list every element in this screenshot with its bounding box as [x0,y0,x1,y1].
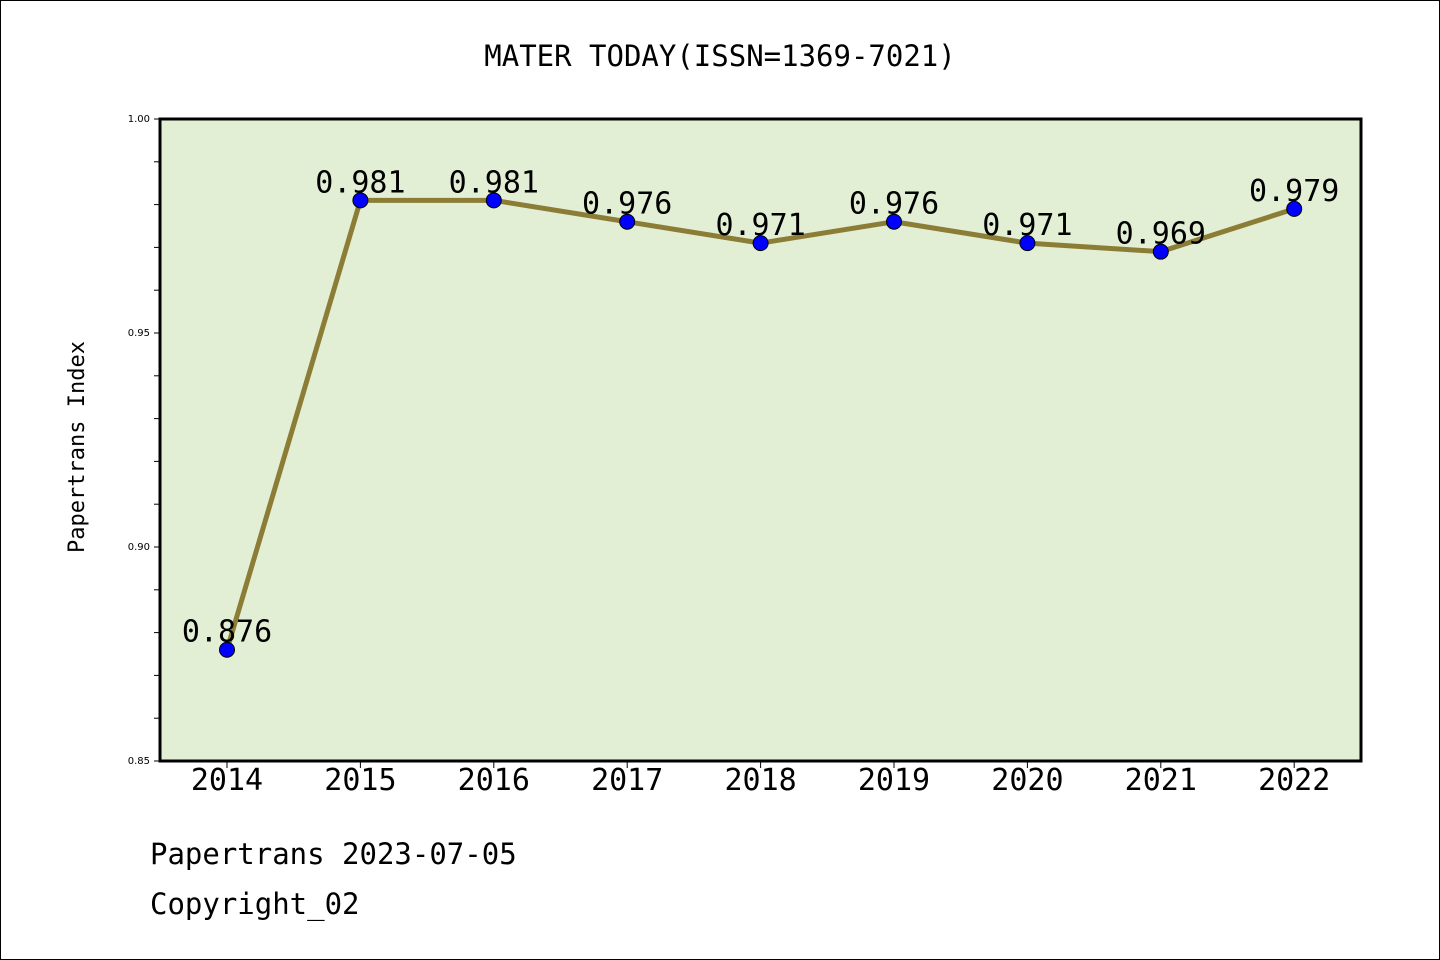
x-tick-label: 2015 [324,763,396,798]
data-labels: 0.876 0.981 0.981 0.976 0.971 0.976 0.971 0.969… [182,165,1340,649]
footer-copyright: Copyright_02 [150,887,360,922]
x-tick-label: 2014 [191,763,263,798]
data-label: 0.981 [449,165,539,200]
y-tick-label: 0.90 [128,542,150,553]
data-point [752,235,769,252]
data-label: 0.981 [315,165,405,200]
data-label: 0.976 [849,187,939,222]
series-papertrans-index [219,192,1303,658]
y-axis: 0.85 0.90 0.95 1.00 [128,114,160,767]
data-point [219,641,235,658]
y-tick-label: 1.00 [128,114,150,125]
data-label: 0.979 [1249,174,1339,209]
data-point [1019,235,1036,252]
data-point [1286,200,1303,217]
data-point [352,192,369,209]
data-label: 0.969 [1116,217,1206,252]
data-point [886,213,902,230]
data-label: 0.876 [182,615,272,650]
y-tick-label: 0.95 [128,328,150,339]
chart-title: MATER TODAY(ISSN=1369-7021) [484,39,955,73]
plot-area [158,117,1363,763]
data-point [619,213,636,230]
x-tick-label: 2020 [991,763,1063,798]
data-label: 0.976 [582,187,672,222]
data-point [485,192,502,209]
x-tick-label: 2018 [724,763,796,798]
data-point [1152,243,1169,260]
x-tick-label: 2021 [1125,763,1197,798]
x-tick-label: 2017 [591,763,663,798]
data-label: 0.971 [982,208,1072,243]
x-axis: 2014 2015 2016 2017 2018 2019 2020 2021 2022 [191,761,1330,798]
x-tick-label: 2016 [458,763,530,798]
y-tick-label: 0.85 [128,756,150,767]
footer-source: Papertrans 2023-07-05 [150,837,517,871]
data-label: 0.971 [715,208,805,243]
x-tick-label: 2019 [858,763,930,798]
x-tick-label: 2022 [1258,763,1330,798]
y-axis-label: Papertrans Index [65,341,90,553]
